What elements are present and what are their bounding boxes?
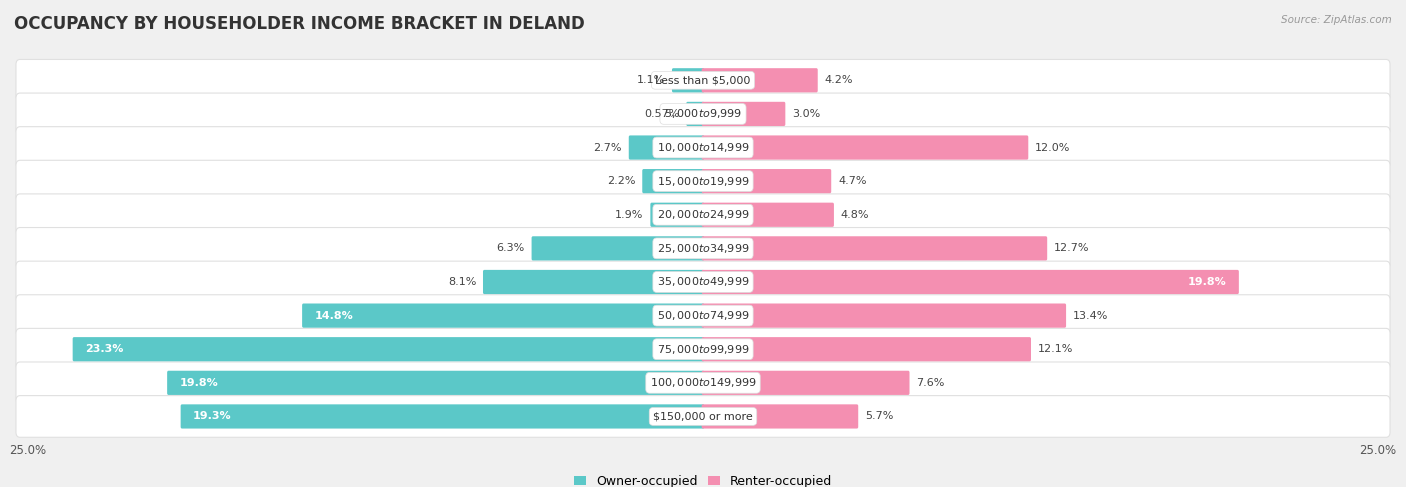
Text: 7.6%: 7.6% — [917, 378, 945, 388]
FancyBboxPatch shape — [15, 295, 1391, 337]
Text: 1.9%: 1.9% — [616, 210, 644, 220]
Text: $75,000 to $99,999: $75,000 to $99,999 — [657, 343, 749, 356]
FancyBboxPatch shape — [15, 194, 1391, 236]
FancyBboxPatch shape — [15, 93, 1391, 135]
FancyBboxPatch shape — [15, 328, 1391, 370]
Text: 2.7%: 2.7% — [593, 143, 621, 152]
Text: 8.1%: 8.1% — [449, 277, 477, 287]
Text: 14.8%: 14.8% — [315, 311, 353, 320]
FancyBboxPatch shape — [702, 371, 910, 395]
FancyBboxPatch shape — [702, 270, 1239, 294]
Text: 6.3%: 6.3% — [496, 244, 524, 253]
Text: $20,000 to $24,999: $20,000 to $24,999 — [657, 208, 749, 221]
FancyBboxPatch shape — [15, 362, 1391, 404]
Text: 19.3%: 19.3% — [193, 412, 232, 421]
FancyBboxPatch shape — [702, 169, 831, 193]
Text: Source: ZipAtlas.com: Source: ZipAtlas.com — [1281, 15, 1392, 25]
Text: 2.2%: 2.2% — [607, 176, 636, 186]
FancyBboxPatch shape — [167, 371, 704, 395]
Text: $35,000 to $49,999: $35,000 to $49,999 — [657, 276, 749, 288]
FancyBboxPatch shape — [702, 102, 786, 126]
Text: 1.1%: 1.1% — [637, 75, 665, 85]
Text: 4.8%: 4.8% — [841, 210, 869, 220]
Text: 19.8%: 19.8% — [1188, 277, 1226, 287]
Text: 12.0%: 12.0% — [1035, 143, 1070, 152]
FancyBboxPatch shape — [702, 303, 1066, 328]
Text: $100,000 to $149,999: $100,000 to $149,999 — [650, 376, 756, 389]
FancyBboxPatch shape — [15, 127, 1391, 169]
Text: 12.7%: 12.7% — [1054, 244, 1090, 253]
FancyBboxPatch shape — [302, 303, 704, 328]
FancyBboxPatch shape — [702, 68, 818, 93]
FancyBboxPatch shape — [643, 169, 704, 193]
Text: $15,000 to $19,999: $15,000 to $19,999 — [657, 175, 749, 187]
FancyBboxPatch shape — [702, 337, 1031, 361]
FancyBboxPatch shape — [15, 160, 1391, 202]
FancyBboxPatch shape — [15, 261, 1391, 303]
FancyBboxPatch shape — [686, 102, 704, 126]
Text: 13.4%: 13.4% — [1073, 311, 1108, 320]
Text: 5.7%: 5.7% — [865, 412, 893, 421]
FancyBboxPatch shape — [702, 404, 858, 429]
FancyBboxPatch shape — [651, 203, 704, 227]
Text: $50,000 to $74,999: $50,000 to $74,999 — [657, 309, 749, 322]
Text: 23.3%: 23.3% — [84, 344, 124, 354]
Legend: Owner-occupied, Renter-occupied: Owner-occupied, Renter-occupied — [568, 470, 838, 487]
FancyBboxPatch shape — [702, 203, 834, 227]
Text: OCCUPANCY BY HOUSEHOLDER INCOME BRACKET IN DELAND: OCCUPANCY BY HOUSEHOLDER INCOME BRACKET … — [14, 15, 585, 33]
Text: Less than $5,000: Less than $5,000 — [655, 75, 751, 85]
FancyBboxPatch shape — [73, 337, 704, 361]
Text: 4.2%: 4.2% — [824, 75, 853, 85]
Text: 19.8%: 19.8% — [180, 378, 218, 388]
FancyBboxPatch shape — [702, 135, 1028, 160]
Text: 3.0%: 3.0% — [792, 109, 820, 119]
FancyBboxPatch shape — [180, 404, 704, 429]
Text: 0.57%: 0.57% — [644, 109, 679, 119]
FancyBboxPatch shape — [15, 227, 1391, 269]
Text: $10,000 to $14,999: $10,000 to $14,999 — [657, 141, 749, 154]
FancyBboxPatch shape — [531, 236, 704, 261]
FancyBboxPatch shape — [702, 236, 1047, 261]
Text: $150,000 or more: $150,000 or more — [654, 412, 752, 421]
Text: 12.1%: 12.1% — [1038, 344, 1073, 354]
FancyBboxPatch shape — [484, 270, 704, 294]
Text: $5,000 to $9,999: $5,000 to $9,999 — [664, 108, 742, 120]
Text: 4.7%: 4.7% — [838, 176, 866, 186]
FancyBboxPatch shape — [672, 68, 704, 93]
Text: $25,000 to $34,999: $25,000 to $34,999 — [657, 242, 749, 255]
FancyBboxPatch shape — [15, 59, 1391, 101]
FancyBboxPatch shape — [628, 135, 704, 160]
FancyBboxPatch shape — [15, 395, 1391, 437]
